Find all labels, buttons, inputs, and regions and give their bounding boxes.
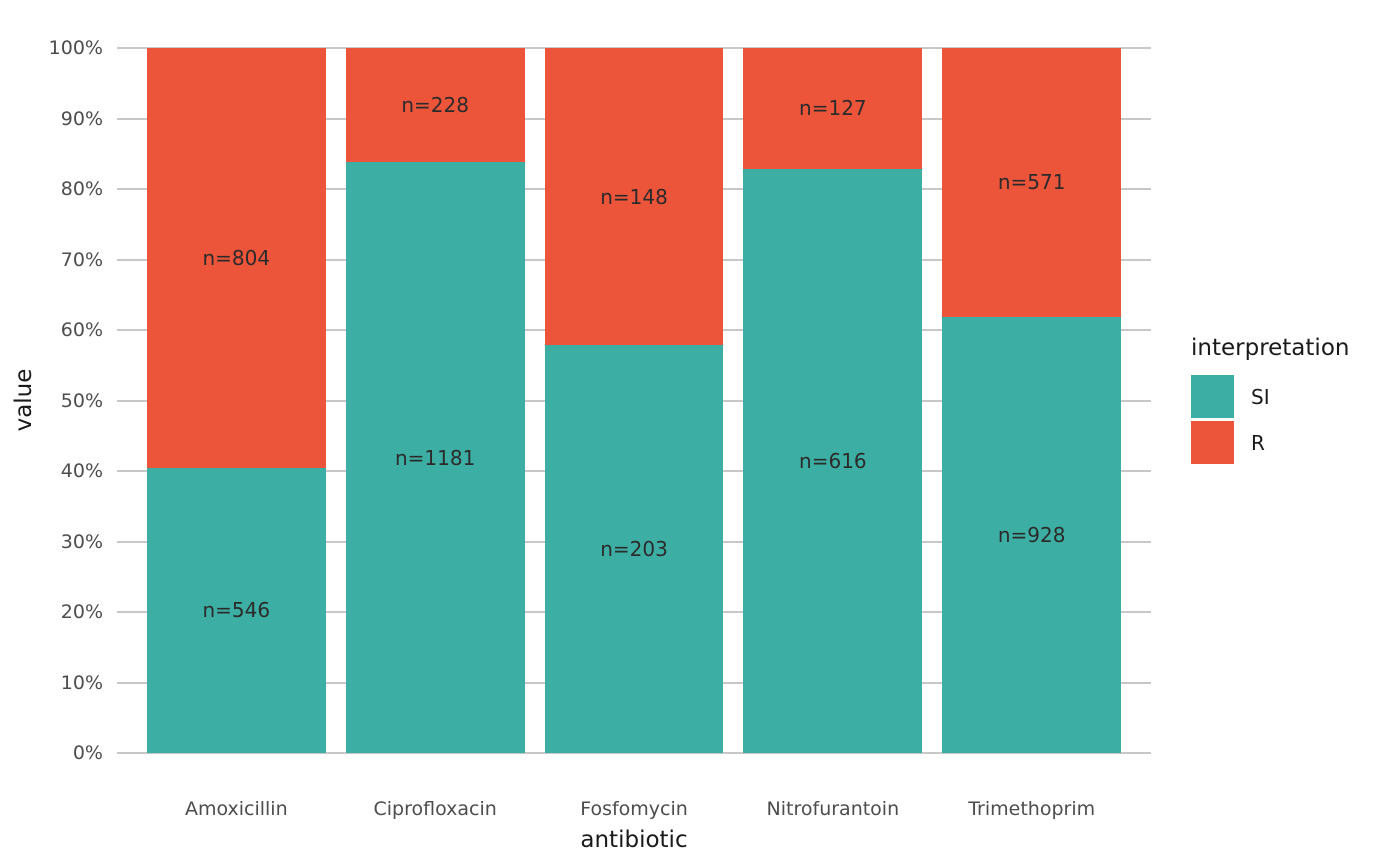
x-tick-label: Amoxicillin (184, 798, 288, 820)
x-tick-label: Fosfomycin (580, 798, 688, 820)
bar-count-label: n=127 (799, 96, 867, 121)
bar-segment-r: n=228 (345, 48, 525, 163)
y-tick-label: 100% (48, 37, 103, 59)
legend-key-si (1191, 375, 1234, 418)
y-tick-label: 70% (60, 248, 103, 271)
legend: interpretation SI R (1191, 335, 1349, 464)
y-axis-title: value (11, 368, 37, 432)
legend-title: interpretation (1191, 335, 1350, 361)
y-tick-label: 80% (60, 178, 103, 200)
bar-count-label: n=203 (600, 537, 668, 562)
x-axis-title: antibiotic (580, 827, 688, 853)
y-tick-label: 60% (60, 319, 103, 341)
bar-segment-si: n=1181 (345, 162, 525, 753)
stacked-bar-trimethoprim: n=571 n=928 (942, 48, 1122, 753)
bar-segment-r: n=571 (942, 48, 1122, 317)
bar-count-label: n=571 (997, 170, 1066, 195)
bar-count-label: n=546 (202, 598, 271, 623)
y-tick-label: 40% (60, 460, 103, 482)
bar-segment-r: n=804 (146, 48, 326, 468)
bar-segment-si: n=203 (544, 345, 724, 753)
legend-label: R (1251, 430, 1265, 455)
bar-count-label: n=616 (799, 448, 867, 473)
y-tick-label: 50% (60, 389, 103, 412)
bar-segment-r: n=127 (743, 48, 923, 169)
bar-count-label: n=228 (401, 93, 469, 118)
x-tick-label: Trimethoprim (968, 798, 1096, 820)
stacked-bar-amoxicillin: n=804 n=546 (146, 48, 326, 753)
bar-count-label: n=148 (600, 184, 668, 209)
y-tick-label: 0% (72, 742, 103, 764)
stacked-bar-ciprofloxacin: n=228 n=1181 (345, 48, 525, 753)
y-tick-label: 10% (60, 671, 103, 694)
bar-segment-si: n=616 (743, 168, 923, 753)
y-tick-label: 30% (60, 530, 103, 553)
bar-count-label: n=804 (202, 245, 271, 270)
y-tick-label: 90% (60, 107, 103, 130)
legend-entries: SI R (1191, 375, 1349, 464)
bar-segment-r: n=148 (544, 48, 724, 346)
bar-segment-si: n=928 (942, 316, 1122, 753)
bar-segment-si: n=546 (146, 467, 326, 753)
y-gridline (117, 752, 1151, 754)
legend-entry-si: SI (1191, 375, 1349, 418)
legend-label: SI (1251, 384, 1270, 409)
bar-count-label: n=1181 (394, 445, 476, 470)
x-tick-label: Nitrofurantoin (766, 798, 900, 820)
bar-count-label: n=928 (997, 522, 1066, 547)
y-tick-label: 20% (60, 601, 103, 623)
legend-key-r (1191, 421, 1234, 464)
x-tick-label: Ciprofloxacin (373, 798, 497, 820)
legend-entry-r: R (1191, 421, 1349, 464)
stacked-bar-nitrofurantoin: n=127 n=616 (743, 48, 923, 753)
stacked-bar-fosfomycin: n=148 n=203 (544, 48, 724, 753)
